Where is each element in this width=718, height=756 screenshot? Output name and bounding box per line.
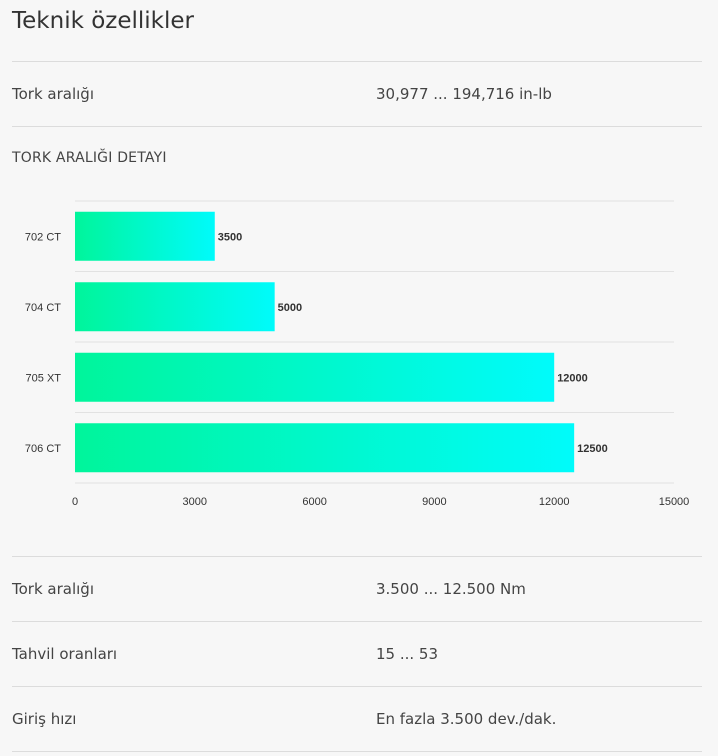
spec-label-ratios: Tahvil oranları: [12, 645, 118, 663]
divider: [12, 556, 702, 557]
spec-value-input-speed: En fazla 3.500 dev./dak.: [376, 710, 557, 728]
spec-label-input-speed: Giriş hızı: [12, 710, 77, 728]
x-tick-label: 6000: [302, 496, 326, 508]
x-tick-label: 12000: [539, 496, 570, 508]
data-label: 3500: [218, 231, 242, 243]
data-label: 12500: [577, 443, 608, 455]
data-label: 12000: [557, 372, 588, 384]
chart-x-axis: 0 3000 6000 9000 12000 15000: [72, 496, 689, 508]
x-tick-label: 0: [72, 496, 78, 508]
category-label: 705 XT: [26, 372, 62, 384]
data-label: 5000: [278, 302, 302, 314]
bar-706-ct: [75, 423, 575, 473]
divider: [12, 126, 702, 127]
divider: [12, 751, 702, 752]
chart-bars: 702 CT 3500 704 CT 5000 705 XT 12000 706 CT 125…: [25, 211, 608, 473]
divider: [12, 61, 702, 62]
category-label: 706 CT: [25, 443, 61, 455]
spec-value-torque-inlb: 30,977 ... 194,716 in-lb: [376, 85, 552, 103]
x-tick-label: 15000: [659, 496, 690, 508]
bar-704-ct: [75, 282, 275, 332]
torque-bar-chart: 702 CT 3500 704 CT 5000 705 XT 12000 706 CT 125…: [25, 200, 689, 508]
page-title: Teknik özellikler: [12, 8, 194, 34]
category-label: 702 CT: [25, 231, 61, 243]
spec-value-torque-nm: 3.500 ... 12.500 Nm: [376, 580, 526, 598]
category-label: 704 CT: [25, 302, 61, 314]
chart-grid: [75, 200, 674, 484]
divider: [12, 621, 702, 622]
divider: [12, 686, 702, 687]
spec-label-torque-nm: Tork aralığı: [12, 580, 94, 598]
bar-705-xt: [75, 352, 555, 402]
spec-value-ratios: 15 ... 53: [376, 645, 439, 663]
x-tick-label: 9000: [422, 496, 446, 508]
bar-702-ct: [75, 211, 215, 261]
spec-label-torque-inlb: Tork aralığı: [12, 85, 94, 103]
x-tick-label: 3000: [183, 496, 207, 508]
chart-section-heading: TORK ARALIĞI DETAYI: [12, 150, 167, 166]
